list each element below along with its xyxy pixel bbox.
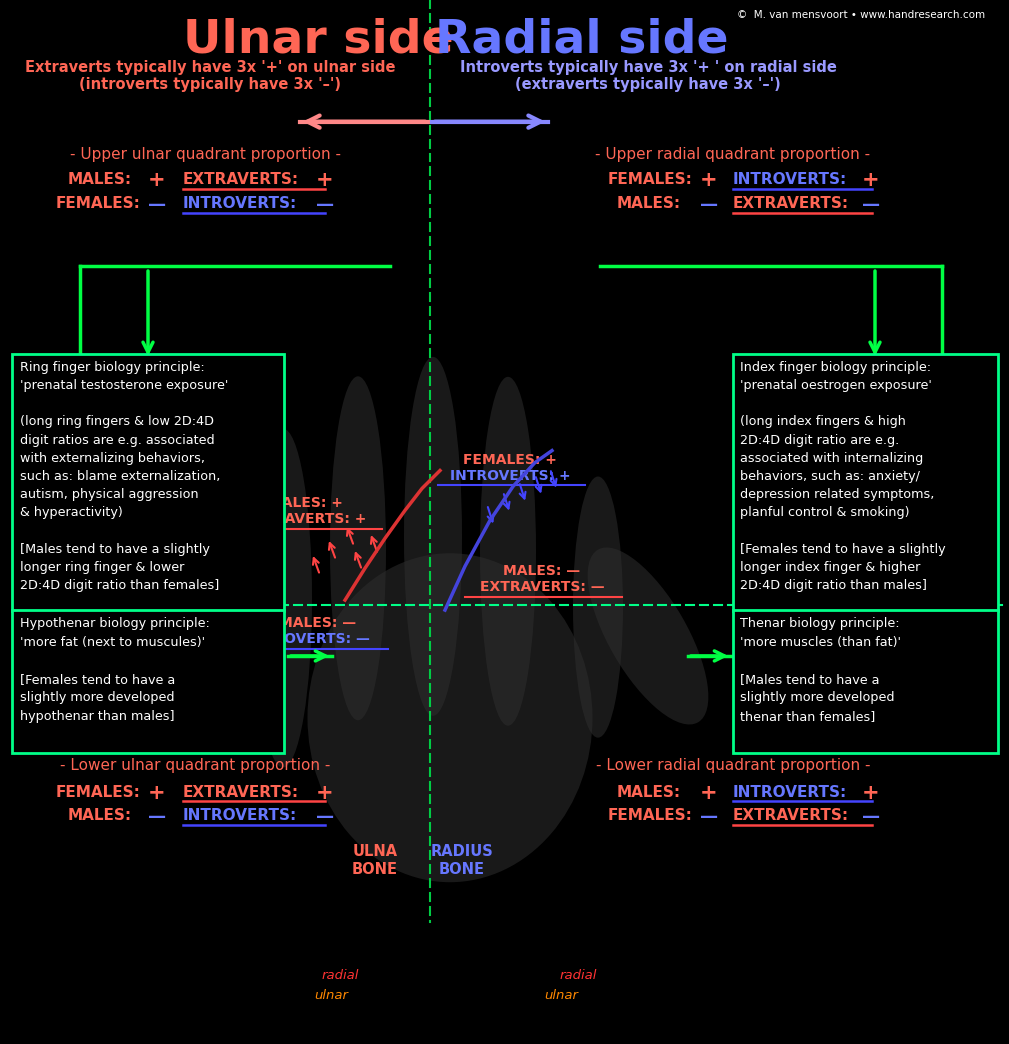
Text: The hands of INTROVERTS typically have the: The hands of INTROVERTS typically have t… [12,969,314,982]
Text: Index finger biology principle:
'prenatal oestrogen exposure'

(long index finge: Index finger biology principle: 'prenata… [740,361,945,592]
Text: - Upper radial quadrant proportion -: - Upper radial quadrant proportion - [595,146,871,162]
Text: ULNA
BONE: ULNA BONE [352,845,398,877]
Text: INTROVERTS:: INTROVERTS: [183,196,298,211]
Text: FEMALES: +: FEMALES: + [463,452,557,467]
Text: FEMALES:: FEMALES: [57,784,141,800]
Text: EXTRAVERTS:: EXTRAVERTS: [183,784,299,800]
Text: +: + [862,783,880,803]
Text: +: + [700,170,717,190]
Text: —: — [148,808,166,827]
Text: FEMALES: —: FEMALES: — [260,616,356,631]
Text: —: — [862,808,880,827]
Ellipse shape [480,377,536,726]
Text: side more developed {+} and the: side more developed {+} and the [358,969,594,982]
Text: EXTRAVERTS: —: EXTRAVERTS: — [479,580,604,594]
Text: +: + [316,783,334,803]
Text: transverse crease (a.k.a. 'head line') located more distally {+};: transverse crease (a.k.a. 'head line') l… [596,969,1009,982]
Ellipse shape [587,547,708,725]
Text: EXTRAVERTS:: EXTRAVERTS: [733,196,850,211]
Text: Concept for how to identify 'extraverts' & 'introverts': a vertical approach to : Concept for how to identify 'extraverts'… [9,935,999,954]
Text: radial: radial [322,969,359,982]
Text: EXTRAVERTS: +: EXTRAVERTS: + [244,513,366,526]
Text: - Lower ulnar quadrant proportion -: - Lower ulnar quadrant proportion - [60,758,330,773]
Text: +: + [148,783,165,803]
Text: EXTRAVERTS:: EXTRAVERTS: [733,808,850,824]
Text: —: — [700,196,718,214]
Bar [12,610,284,753]
Text: —: — [862,196,880,214]
Text: Introverts typically have 3x '+ ' on radial side
(extraverts typically have 3x ': Introverts typically have 3x '+ ' on rad… [459,60,836,92]
Text: MALES:: MALES: [68,172,132,188]
Text: MALES: +: MALES: + [267,497,342,511]
Text: side is more developed {+} and the: side is more developed {+} and the [348,989,599,1002]
Text: MALES: —: MALES: — [503,564,580,578]
Bar [733,354,998,611]
Text: —: — [316,808,334,827]
Text: MALES:: MALES: [616,196,681,211]
Ellipse shape [573,476,623,738]
Ellipse shape [308,553,592,882]
Text: +: + [862,170,880,190]
Text: —: — [316,196,334,214]
Text: FEMALES:: FEMALES: [608,172,693,188]
Ellipse shape [254,429,312,767]
Text: +: + [316,170,334,190]
Text: +: + [148,170,165,190]
Text: —: — [148,196,166,214]
Text: - Upper ulnar quadrant proportion -: - Upper ulnar quadrant proportion - [70,146,340,162]
Text: - Lower radial quadrant proportion -: - Lower radial quadrant proportion - [595,758,870,773]
Text: MALES:: MALES: [68,808,132,824]
Text: FEMALES:: FEMALES: [57,196,141,211]
Text: INTROVERTS: —: INTROVERTS: — [246,632,369,646]
Text: INTROVERTS:: INTROVERTS: [183,808,298,824]
Text: in the hands of EXTRAVERTS typically the: in the hands of EXTRAVERTS typically the [12,989,292,1002]
Ellipse shape [330,376,386,720]
Text: ulnar: ulnar [314,989,348,1002]
Text: INTROVERTS:: INTROVERTS: [733,784,848,800]
Text: ©  M. van mensvoort • www.handresearch.com: © M. van mensvoort • www.handresearch.co… [737,10,985,20]
Ellipse shape [404,357,462,716]
Text: —: — [700,808,718,827]
Text: INTROVERTS: +: INTROVERTS: + [450,469,570,482]
Text: ulnar: ulnar [544,989,578,1002]
Text: Ulnar side: Ulnar side [183,18,453,63]
Text: FEMALES:: FEMALES: [608,808,693,824]
Text: MALES:: MALES: [616,784,681,800]
Text: Hypothenar biology principle:
'more fat (next to muscules)'

[Females tend to ha: Hypothenar biology principle: 'more fat … [20,617,210,722]
Text: Extraverts typically have 3x '+' on ulnar side
(introverts typically have 3x '–': Extraverts typically have 3x '+' on ulna… [25,60,396,92]
Bar [733,610,998,753]
Text: radial: radial [560,969,597,982]
Text: Radial side: Radial side [435,18,728,63]
Text: EXTRAVERTS:: EXTRAVERTS: [183,172,299,188]
Text: Thenar biology principle:
'more muscles (than fat)'

[Males tend to have a
sligh: Thenar biology principle: 'more muscles … [740,617,901,722]
Text: RADIUS
BONE: RADIUS BONE [431,845,493,877]
Text: Ring finger biology principle:
'prenatal testosterone exposure'

(long ring fing: Ring finger biology principle: 'prenatal… [20,361,228,592]
Text: INTROVERTS:: INTROVERTS: [733,172,848,188]
Text: +: + [700,783,717,803]
Bar [12,354,284,611]
Text: transverse crease (a.k.a. 'heart line') is located more distally {+}.: transverse crease (a.k.a. 'heart line') … [578,989,1009,1002]
